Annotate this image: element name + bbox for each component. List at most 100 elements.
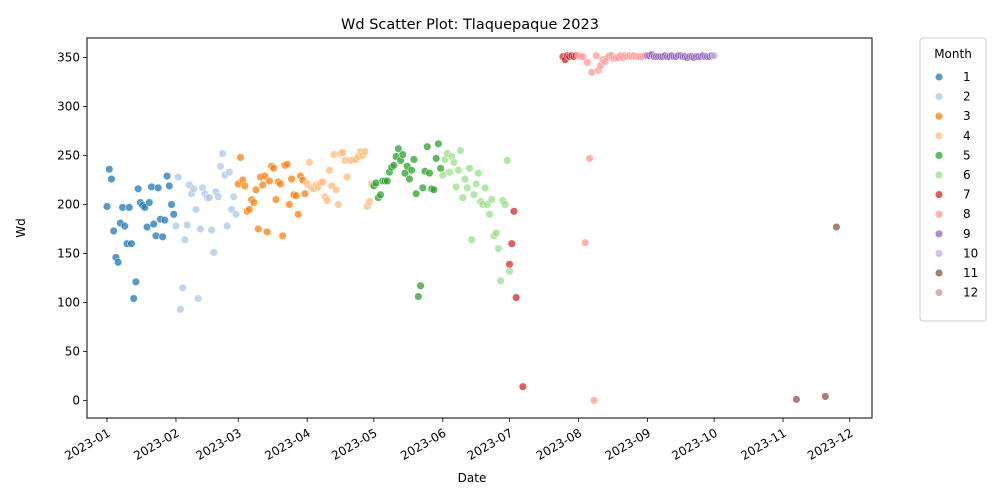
- data-point: [105, 165, 114, 174]
- legend-label: 4: [963, 129, 971, 143]
- data-point: [581, 238, 590, 247]
- data-point: [120, 221, 129, 231]
- data-point: [496, 276, 505, 285]
- data-point: [485, 210, 494, 219]
- data-point: [449, 158, 458, 167]
- data-point: [587, 68, 596, 77]
- data-point: [398, 150, 407, 159]
- data-point: [147, 182, 156, 191]
- data-point: [454, 166, 463, 175]
- data-point: [323, 196, 332, 205]
- data-point: [218, 149, 227, 158]
- data-point: [271, 195, 281, 204]
- data-point: [283, 160, 292, 169]
- data-point: [205, 193, 214, 202]
- data-point: [469, 190, 478, 199]
- data-point: [832, 222, 841, 232]
- data-point: [365, 197, 374, 206]
- chart-title: Wd Scatter Plot: Tlaquepaque 2023: [341, 17, 599, 33]
- data-point: [494, 244, 503, 253]
- data-point: [131, 277, 140, 286]
- data-point: [196, 224, 205, 234]
- data-point: [434, 139, 443, 148]
- legend-label: 2: [963, 90, 971, 104]
- data-point: [142, 222, 152, 232]
- y-tick-label: 300: [57, 100, 80, 114]
- data-point: [169, 210, 178, 219]
- data-point: [503, 156, 512, 165]
- legend-label: 10: [963, 246, 978, 260]
- data-point: [151, 231, 160, 240]
- data-point: [191, 205, 201, 214]
- data-point: [438, 171, 447, 180]
- y-tick-label: 250: [57, 149, 80, 163]
- data-point: [114, 258, 123, 267]
- data-point: [258, 180, 267, 189]
- data-point: [592, 51, 601, 60]
- legend-label: 6: [963, 168, 971, 182]
- data-point: [360, 147, 370, 156]
- data-point: [134, 184, 143, 193]
- legend-label: 11: [963, 266, 978, 280]
- data-point: [265, 176, 274, 186]
- data-point: [129, 294, 138, 303]
- data-point: [229, 192, 238, 201]
- legend-label: 5: [963, 148, 971, 162]
- data-point: [425, 169, 434, 178]
- legend-label: 3: [963, 109, 971, 123]
- data-point: [231, 210, 241, 219]
- data-point: [338, 148, 347, 157]
- data-point: [467, 235, 476, 244]
- legend-marker: [934, 210, 944, 219]
- data-point: [505, 267, 514, 276]
- data-point: [792, 395, 801, 404]
- data-point: [376, 190, 385, 199]
- data-point: [102, 202, 112, 211]
- data-point: [518, 382, 527, 391]
- data-point: [165, 181, 174, 190]
- data-point: [512, 293, 521, 302]
- data-point: [458, 193, 467, 202]
- data-point: [507, 239, 516, 248]
- data-point: [409, 155, 418, 164]
- y-axis-label: Wd: [14, 218, 28, 237]
- data-point: [492, 228, 501, 237]
- data-point: [107, 174, 116, 184]
- data-point: [383, 176, 392, 186]
- legend-marker: [934, 229, 944, 238]
- data-point: [160, 216, 169, 225]
- data-point: [225, 168, 234, 177]
- data-point: [291, 191, 301, 200]
- y-tick-label: 50: [65, 344, 80, 358]
- legend-label: 7: [963, 188, 971, 202]
- data-point: [149, 220, 158, 229]
- plot-frame: [86, 37, 873, 419]
- data-point: [189, 184, 198, 193]
- data-point: [325, 166, 334, 175]
- data-point: [487, 195, 496, 204]
- data-point: [287, 174, 296, 184]
- data-point: [300, 189, 309, 198]
- data-point: [145, 198, 154, 207]
- data-point: [501, 200, 510, 209]
- data-point: [183, 221, 192, 230]
- legend-label: 1: [963, 70, 971, 84]
- data-point: [412, 189, 421, 198]
- data-point: [509, 207, 519, 216]
- data-point: [216, 162, 225, 171]
- legend-marker: [934, 72, 944, 82]
- data-point: [194, 294, 203, 303]
- legend-marker: [934, 112, 944, 121]
- data-point: [583, 58, 592, 67]
- data-point: [343, 173, 352, 182]
- data-point: [176, 305, 185, 314]
- data-point: [269, 164, 278, 173]
- data-point: [465, 164, 474, 173]
- legend-marker: [934, 268, 944, 278]
- data-point: [127, 239, 136, 248]
- data-point: [209, 248, 218, 257]
- legend-label: 12: [963, 286, 978, 300]
- points-layer: [102, 50, 841, 405]
